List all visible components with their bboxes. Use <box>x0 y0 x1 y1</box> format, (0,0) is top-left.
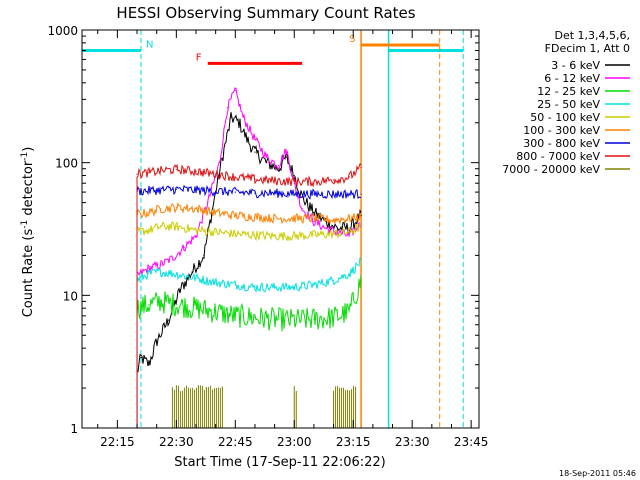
data-point <box>175 168 177 170</box>
legend-entry-label: 12 - 25 keV <box>537 85 600 98</box>
data-point <box>360 260 362 263</box>
y-tick-label: 100 <box>55 157 78 171</box>
y-axis: 1 10 100 1000 <box>47 24 479 436</box>
legend-entry-label: 100 - 300 keV <box>523 124 600 137</box>
data-point <box>313 212 315 214</box>
legend-header-line-2: FDecim 1, Att 0 <box>545 42 630 55</box>
data-point <box>234 191 236 193</box>
data-point <box>348 311 350 313</box>
series-line <box>136 256 362 429</box>
y-tick-label: 1000 <box>47 24 78 38</box>
series-layer <box>136 87 362 429</box>
data-point <box>254 151 256 153</box>
data-point <box>175 304 177 306</box>
chart-title: HESSI Observing Summary Count Rates <box>116 4 415 22</box>
y-axis-label-sup1: -1 <box>20 220 30 229</box>
series-6 <box>136 184 362 429</box>
series-line <box>136 201 362 429</box>
x-tick-label: 23:15 <box>336 435 371 449</box>
y-tick-label: 10 <box>63 289 78 303</box>
series-line <box>136 184 362 429</box>
flag-f-label: F <box>196 52 202 63</box>
data-point <box>148 172 150 174</box>
x-tick-label: 22:30 <box>159 435 194 449</box>
legend-entry-label: 3 - 6 keV <box>551 59 600 72</box>
y-axis-label: Count Rate (s-1 detector-1) <box>20 147 36 318</box>
data-point <box>215 281 217 284</box>
y-axis-label-main: Count Rate (s <box>21 229 36 318</box>
series-1 <box>136 87 362 429</box>
flag-s-label: S <box>349 34 355 45</box>
flag-n-label: N <box>146 40 153 51</box>
x-tick-label: 22:15 <box>100 435 135 449</box>
data-point <box>140 356 142 359</box>
plot-frame <box>81 29 480 429</box>
legend: Det 1,3,4,5,6, FDecim 1, Att 0 3 - 6 keV… <box>502 29 630 176</box>
series-8 <box>171 385 357 428</box>
data-point <box>293 174 295 177</box>
data-point <box>148 304 150 306</box>
series-line <box>136 87 362 429</box>
data-point <box>360 225 362 228</box>
legend-entry-label: 25 - 50 keV <box>537 98 600 111</box>
data-point <box>348 231 350 233</box>
data-point <box>285 156 287 158</box>
series-2 <box>136 275 362 429</box>
data-point <box>234 89 236 92</box>
data-point <box>313 234 315 236</box>
data-point <box>313 220 315 223</box>
data-point <box>167 319 170 321</box>
flags-layer: N F S <box>82 30 464 428</box>
series-0 <box>136 112 362 429</box>
y-axis-label-mid: detector <box>21 160 36 220</box>
data-point <box>285 149 287 151</box>
series-line <box>136 221 362 429</box>
data-point <box>136 173 138 175</box>
legend-header-line-1: Det 1,3,4,5,6, <box>554 29 630 42</box>
legend-entry-label: 800 - 7000 keV <box>516 150 600 163</box>
legend-entry-label: 6 - 12 keV <box>544 72 600 85</box>
legend-entry-label: 300 - 800 keV <box>523 137 600 150</box>
data-point <box>360 166 362 169</box>
data-point <box>332 279 335 281</box>
x-tick-label: 22:45 <box>218 435 253 449</box>
x-tick-label: 23:30 <box>395 435 430 449</box>
series-3 <box>136 256 362 429</box>
series-5 <box>136 201 362 429</box>
data-point <box>332 179 335 181</box>
data-point <box>148 273 150 275</box>
data-point <box>277 165 280 167</box>
footer-timestamp: 18-Sep-2011 05:46 <box>559 469 636 478</box>
x-axis: 22:15 22:30 22:45 23:00 23:15 23:30 23:45 <box>97 30 489 449</box>
data-point <box>215 231 217 233</box>
x-tick-label: 23:00 <box>277 435 312 449</box>
data-point <box>360 193 362 195</box>
y-tick-label: 1 <box>70 422 78 436</box>
series-line <box>136 162 362 429</box>
y-axis-label-sup2: -1 <box>20 152 30 161</box>
series-4 <box>136 221 362 429</box>
legend-entry-label: 7000 - 20000 keV <box>502 163 600 176</box>
data-point <box>274 217 276 220</box>
series-line <box>136 275 362 429</box>
data-point <box>293 235 295 237</box>
legend-entry-label: 50 - 100 keV <box>530 111 600 124</box>
y-axis-label-end: ) <box>21 147 36 152</box>
x-tick-label: 23:45 <box>454 435 489 449</box>
x-axis-label: Start Time (17-Sep-11 22:06:22) <box>174 455 385 470</box>
series-7 <box>136 162 362 429</box>
